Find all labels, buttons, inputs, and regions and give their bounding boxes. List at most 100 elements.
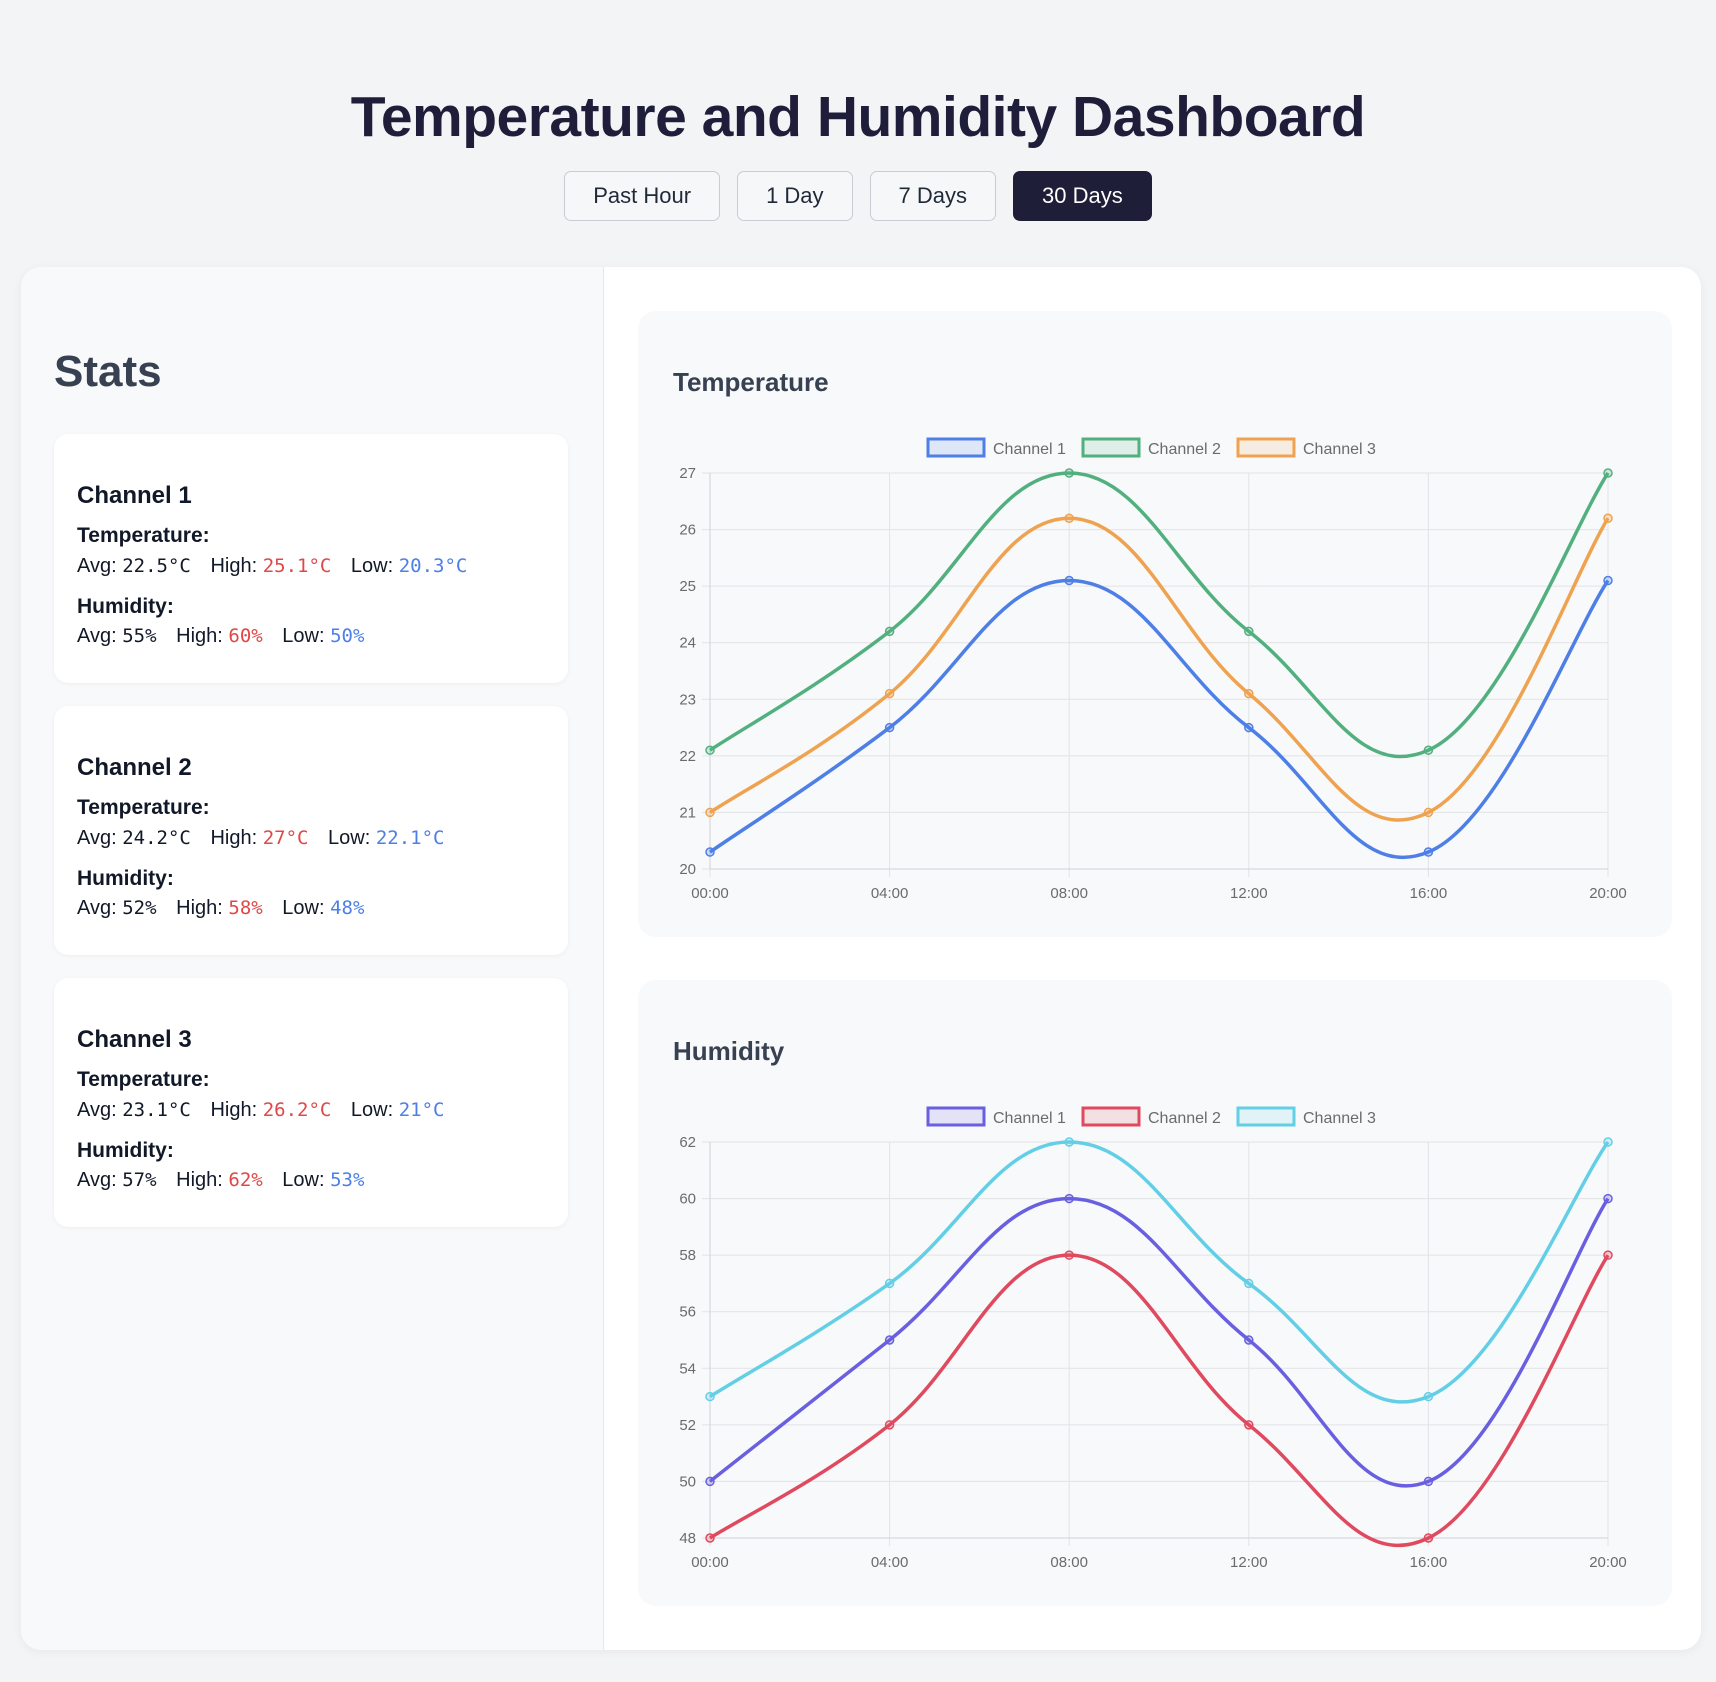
dashboard-panel: Stats Channel 1 Temperature: Avg: 22.5°C… [21, 267, 1701, 1650]
legend-swatch [1081, 1106, 1141, 1127]
stats-sidebar: Stats Channel 1 Temperature: Avg: 22.5°C… [21, 267, 604, 1650]
humidity-high: 58% [228, 897, 263, 919]
humidity-metrics: Avg: 55% High: 60% Low: 50% [77, 625, 378, 648]
data-point [1244, 722, 1254, 733]
channel-title: Channel 3 [77, 1026, 192, 1053]
y-tick-label: 48 [679, 1530, 696, 1547]
legend-label: Channel 2 [1148, 1110, 1221, 1127]
temperature-high: 25.1°C [262, 555, 332, 577]
grid: 48 50 52 54 56 58 60 62 00:00 04:00 08:00 12:00 16:0… [679, 1134, 1626, 1571]
humidity-avg: 55% [122, 625, 157, 647]
legend-swatch [1236, 437, 1296, 458]
page-title: Temperature and Humidity Dashboard [350, 85, 1366, 149]
channel-card: Channel 2 Temperature: Avg: 24.2°C High:… [54, 706, 568, 955]
data-point [1244, 1335, 1254, 1345]
humidity-chart: 48 50 52 54 56 58 60 62 00:00 04:00 08:00 12:00 16:0… [679, 1106, 1627, 1571]
humidity-label: Humidity: [77, 1139, 174, 1162]
data-point [884, 722, 895, 733]
high-label: High: [210, 1099, 258, 1121]
low-label: Low: [282, 1169, 325, 1191]
x-tick-label: 04:00 [871, 885, 909, 902]
high-label: High: [176, 1169, 223, 1191]
channel-card: Channel 1 Temperature: Avg: 22.5°C High:… [54, 434, 568, 683]
high-label: High: [210, 827, 258, 849]
legend-label: Channel 3 [1303, 441, 1376, 458]
series-line [709, 1140, 1610, 1404]
data-point [1423, 1391, 1434, 1402]
y-tick-label: 21 [679, 804, 696, 821]
temperature-low: 21°C [398, 1099, 445, 1121]
x-tick-label: 16:00 [1410, 1554, 1448, 1571]
avg-label: Avg: [77, 1099, 117, 1121]
data-point [705, 1476, 715, 1487]
data-point [884, 1335, 895, 1345]
series-line [708, 1196, 1610, 1488]
data-point [705, 807, 715, 818]
avg-label: Avg: [77, 555, 117, 577]
y-tick-label: 54 [679, 1360, 696, 1377]
seven-days-button[interactable]: 7 Days [869, 171, 997, 221]
x-tick-label: 20:00 [1589, 885, 1627, 902]
y-tick-label: 27 [679, 465, 696, 482]
humidity-label: Humidity: [77, 867, 174, 890]
temperature-low: 22.1°C [375, 827, 445, 849]
avg-label: Avg: [77, 625, 117, 647]
humidity-low: 53% [330, 1169, 365, 1191]
x-tick-label: 12:00 [1230, 885, 1268, 902]
series-line [709, 1253, 1610, 1547]
data-point [884, 688, 895, 699]
chart-title: Humidity [673, 1036, 785, 1066]
channel-title: Channel 1 [77, 482, 192, 509]
x-tick-label: 20:00 [1589, 1554, 1627, 1571]
temperature-metrics: Avg: 22.5°C High: 25.1°C Low: 20.3°C [77, 555, 481, 578]
data-point [705, 1391, 715, 1402]
y-tick-label: 56 [679, 1304, 696, 1321]
x-tick-label: 04:00 [871, 1554, 909, 1571]
y-tick-label: 23 [679, 691, 696, 708]
temperature-high: 26.2°C [262, 1099, 332, 1121]
temperature-avg: 23.1°C [122, 1099, 191, 1121]
x-tick-label: 08:00 [1050, 885, 1088, 902]
humidity-low: 50% [330, 625, 365, 647]
legend: Channel 1 Channel 2 Channel 3 [926, 1106, 1376, 1127]
y-tick-label: 62 [679, 1134, 696, 1151]
temperature-chart-card: Temperature 20 21 22 23 24 25 26 27 00:00 04:00 08… [638, 311, 1672, 937]
y-tick-label: 52 [679, 1417, 696, 1434]
series-line [709, 516, 1610, 822]
temperature-metrics: Avg: 23.1°C High: 26.2°C Low: 21°C [77, 1099, 458, 1122]
legend-swatch [1081, 437, 1141, 458]
data-point [884, 626, 895, 637]
y-tick-label: 25 [679, 578, 696, 595]
data-point [1603, 1250, 1613, 1260]
data-point [1244, 626, 1254, 637]
legend-label: Channel 1 [993, 441, 1066, 458]
series-line [709, 578, 1610, 860]
humidity-avg: 52% [122, 897, 157, 919]
channel-card: Channel 3 Temperature: Avg: 23.1°C High:… [54, 978, 568, 1227]
data-point [1064, 1137, 1074, 1147]
legend-swatch [926, 1106, 986, 1127]
data-point [1064, 1250, 1074, 1260]
legend-swatch [926, 437, 986, 458]
temperature-avg: 24.2°C [122, 827, 191, 849]
temperature-high: 27°C [262, 827, 309, 849]
humidity-metrics: Avg: 57% High: 62% Low: 53% [77, 1169, 378, 1192]
data-point [1064, 575, 1074, 586]
y-tick-label: 22 [679, 748, 696, 765]
one-day-button[interactable]: 1 Day [737, 171, 853, 221]
past-hour-button[interactable]: Past Hour [564, 171, 721, 221]
data-point [1423, 807, 1434, 818]
chart-title: Temperature [673, 367, 829, 397]
high-label: High: [176, 897, 223, 919]
data-point [884, 1420, 895, 1430]
low-label: Low: [350, 555, 394, 577]
time-range-selector: Past Hour 1 Day 7 Days 30 Days [0, 171, 1716, 221]
thirty-days-button[interactable]: 30 Days [1013, 171, 1152, 221]
x-tick-label: 00:00 [691, 885, 729, 902]
high-label: High: [176, 625, 223, 647]
high-label: High: [210, 555, 258, 577]
temperature-low: 20.3°C [398, 555, 468, 577]
data-point [705, 745, 715, 755]
humidity-high: 60% [228, 625, 263, 647]
low-label: Low: [282, 897, 325, 919]
